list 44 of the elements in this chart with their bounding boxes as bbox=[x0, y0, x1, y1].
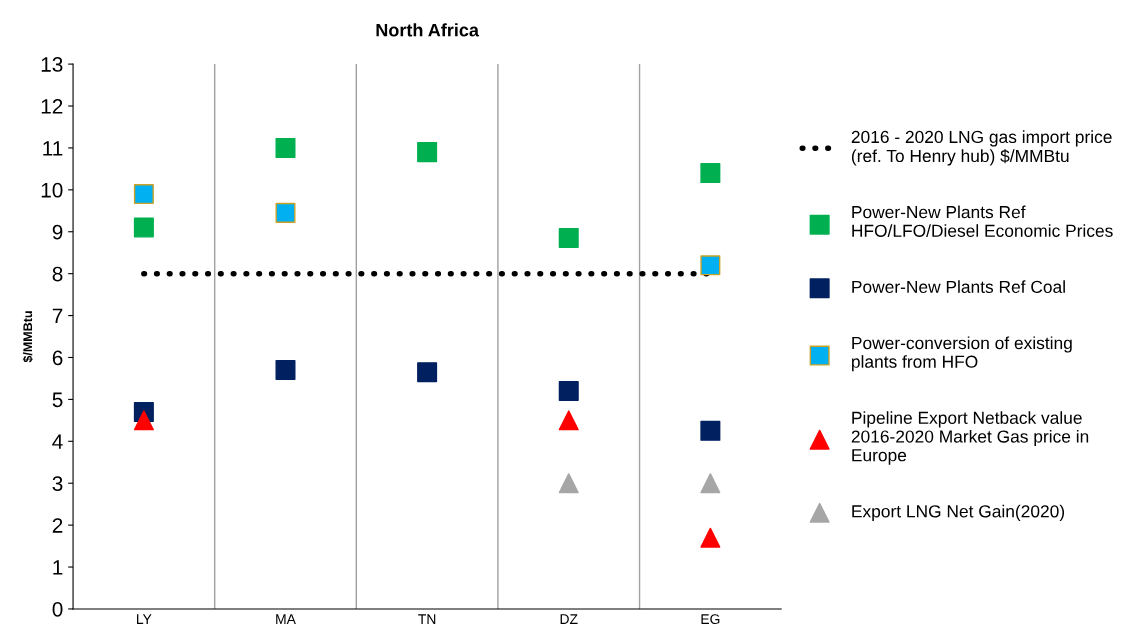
point bbox=[558, 410, 579, 431]
point bbox=[700, 163, 721, 184]
y-tick-label: 0 bbox=[52, 601, 63, 617]
point bbox=[133, 217, 154, 238]
point bbox=[133, 410, 154, 431]
x-tick-label: LY bbox=[137, 614, 152, 624]
y-tick-label: 9 bbox=[52, 224, 63, 240]
chart-title: North Africa bbox=[376, 23, 480, 37]
y-tick-label: 1 bbox=[53, 560, 63, 575]
legend-label: Export LNG Net Gain(2020) bbox=[852, 504, 1065, 521]
y-tick-label: 5 bbox=[52, 392, 63, 408]
y-tick-label: 3 bbox=[52, 476, 63, 491]
y-tick-label: 13 bbox=[41, 57, 63, 72]
point bbox=[133, 184, 154, 205]
x-tick-label: TN bbox=[418, 614, 436, 624]
y-tick-label: 10 bbox=[41, 182, 63, 198]
x-tick-label: EG bbox=[701, 614, 720, 625]
y-tick-label: 6 bbox=[52, 350, 63, 366]
y-tick-label: 11 bbox=[43, 141, 63, 156]
y-axis-title: $/MMBtu bbox=[22, 311, 33, 363]
point bbox=[700, 255, 721, 276]
point bbox=[417, 362, 438, 383]
point bbox=[700, 473, 721, 494]
legend-label: Pipeline Export Netback value 2016-2020 Market Gas price in Europe bbox=[851, 411, 1089, 465]
point bbox=[700, 527, 721, 548]
point bbox=[275, 137, 296, 158]
y-tick-label: 12 bbox=[41, 99, 63, 114]
legend-label: 2016 - 2020 LNG gas import price (ref. To Henry hub) $/MMBtu bbox=[851, 130, 1112, 166]
legend-label: Power-conversion of existing plants from HFO bbox=[852, 336, 1072, 372]
point bbox=[275, 360, 296, 381]
point bbox=[275, 202, 296, 223]
point bbox=[417, 142, 438, 163]
point bbox=[700, 420, 721, 441]
legend-label: Power-New Plants Ref Coal bbox=[852, 280, 1065, 294]
point bbox=[558, 473, 579, 494]
y-tick-label: 8 bbox=[52, 266, 63, 282]
point bbox=[558, 228, 579, 249]
y-tick-label: 7 bbox=[52, 308, 63, 324]
x-tick-label: MA bbox=[276, 614, 296, 624]
x-tick-label: DZ bbox=[560, 614, 578, 624]
point bbox=[558, 380, 579, 402]
legend-label: Power-New Plants Ref HFO/LFO/Diesel Economic Prices bbox=[852, 205, 1113, 237]
y-tick-label: 4 bbox=[52, 434, 63, 449]
y-tick-label: 2 bbox=[52, 518, 63, 533]
